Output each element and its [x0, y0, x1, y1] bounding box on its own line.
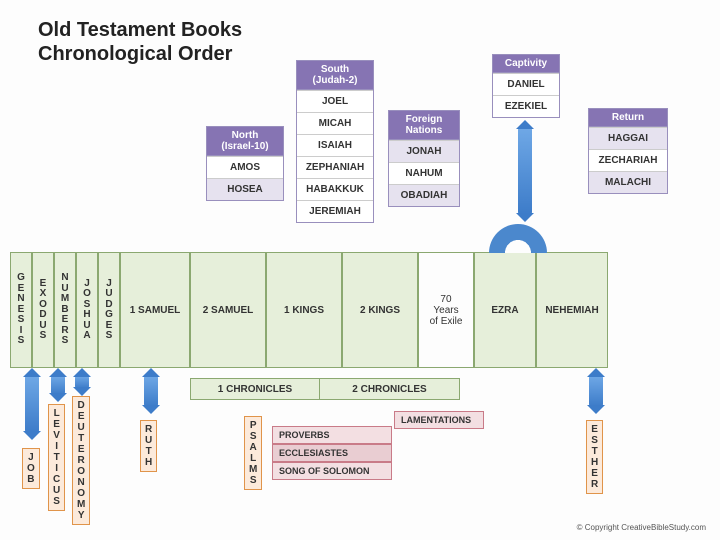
timeline-cell: GENESIS [10, 252, 32, 368]
group-header: Captivity [493, 55, 559, 73]
arrow-icon [144, 376, 158, 406]
group-item: HAGGAI [589, 127, 667, 149]
timeline-cell: 1 KINGS [266, 252, 342, 368]
timeline-cell: 2 KINGS [342, 252, 418, 368]
timeline-cell: NEHEMIAH [536, 252, 608, 368]
timeline-cell: EXODUS [32, 252, 54, 368]
timeline-cell: EZRA [474, 252, 536, 368]
arrow-icon [75, 376, 89, 388]
group-item: MALACHI [589, 171, 667, 193]
group-item: HOSEA [207, 178, 283, 200]
timeline-cell: NUMBERS [54, 252, 76, 368]
pink-lam: LAMENTATIONS [394, 411, 484, 429]
orange-deut: DEUTERONOMY [72, 396, 90, 525]
group-item: ZECHARIAH [589, 149, 667, 171]
arrow-icon [25, 376, 39, 432]
timeline-cell: 1 SAMUEL [120, 252, 190, 368]
group-foreign: ForeignNationsJONAHNAHUMOBADIAH [388, 110, 460, 207]
timeline-cell: JUDGES [98, 252, 120, 368]
group-header: Return [589, 109, 667, 127]
orange-psalms: PSALMS [244, 416, 262, 490]
group-item: JEREMIAH [297, 200, 373, 222]
group-item: OBADIAH [389, 184, 459, 206]
group-item: AMOS [207, 156, 283, 178]
orange-job: JOB [22, 448, 40, 489]
chronicles-bar: 1 CHRONICLES2 CHRONICLES [190, 378, 460, 400]
group-header: South(Judah-2) [297, 61, 373, 90]
group-item: HABAKKUK [297, 178, 373, 200]
pink-song: SONG OF SOLOMON [272, 462, 392, 480]
orange-ruth: RUTH [140, 420, 157, 472]
group-captivity: CaptivityDANIELEZEKIEL [492, 54, 560, 118]
timeline-cell: 70Yearsof Exile [418, 252, 474, 368]
group-item: DANIEL [493, 73, 559, 95]
arrow-icon [518, 128, 532, 214]
group-item: JOEL [297, 90, 373, 112]
group-south: South(Judah-2)JOELMICAHISAIAHZEPHANIAHHA… [296, 60, 374, 223]
group-return: ReturnHAGGAIZECHARIAHMALACHI [588, 108, 668, 194]
timeline-cell: 2 SAMUEL [190, 252, 266, 368]
orange-lev: LEVITICUS [48, 404, 65, 511]
arrow-icon [589, 376, 603, 406]
group-item: JONAH [389, 140, 459, 162]
exile-arc [489, 224, 547, 253]
group-item: NAHUM [389, 162, 459, 184]
timeline-cell: JOSHUA [76, 252, 98, 368]
page-title: Old Testament Books Chronological Order [38, 18, 242, 66]
chronicles-cell: 1 CHRONICLES [191, 379, 319, 399]
group-north: North(Israel-10)AMOSHOSEA [206, 126, 284, 201]
group-item: ISAIAH [297, 134, 373, 156]
pink-eccl: ECCLESIASTES [272, 444, 392, 462]
copyright-text: © Copyright CreativeBibleStudy.com [577, 523, 706, 532]
chronicles-cell: 2 CHRONICLES [319, 379, 459, 399]
group-item: EZEKIEL [493, 95, 559, 117]
orange-esther: ESTHER [586, 420, 603, 494]
arrow-icon [51, 376, 65, 394]
title-line2: Chronological Order [38, 42, 242, 66]
group-item: MICAH [297, 112, 373, 134]
group-item: ZEPHANIAH [297, 156, 373, 178]
title-line1: Old Testament Books [38, 18, 242, 42]
pink-prov: PROVERBS [272, 426, 392, 444]
timeline-row: GENESISEXODUSNUMBERSJOSHUAJUDGES1 SAMUEL… [10, 252, 608, 368]
group-header: ForeignNations [389, 111, 459, 140]
group-header: North(Israel-10) [207, 127, 283, 156]
